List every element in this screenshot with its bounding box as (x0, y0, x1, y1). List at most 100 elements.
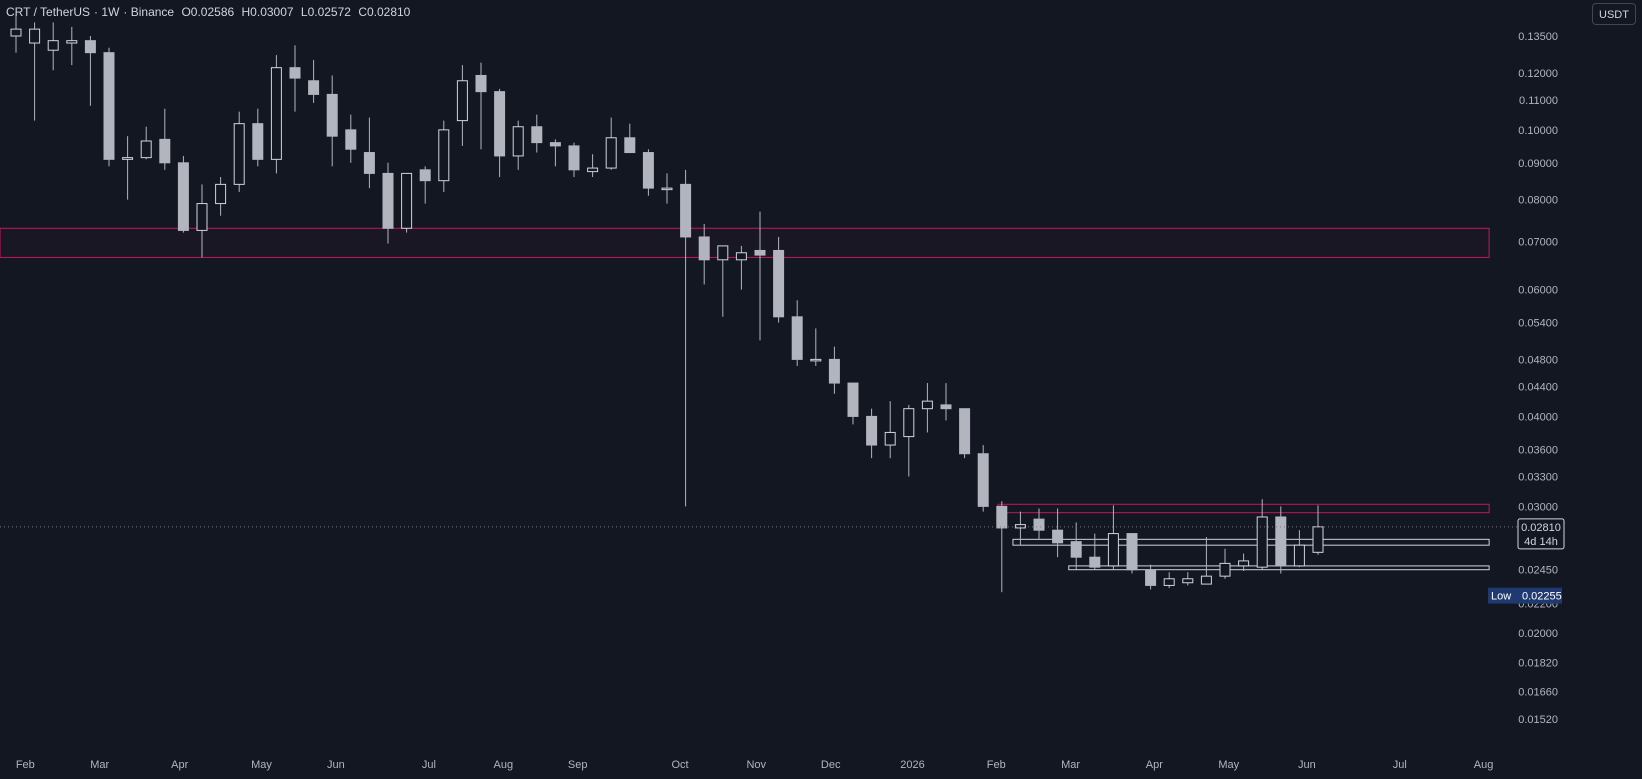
candle (103, 47, 115, 167)
candle (512, 120, 524, 170)
time-tick-label: Mar (1061, 759, 1080, 771)
candle (122, 136, 134, 200)
price-tick-label: 0.06000 (1518, 285, 1558, 297)
price-tick-label: 0.11000 (1519, 95, 1558, 107)
candle (1219, 548, 1231, 579)
zone-2 (1012, 538, 1490, 546)
price-tick-label: 0.04000 (1518, 411, 1558, 423)
candle (177, 155, 189, 233)
candle (940, 383, 952, 421)
candle (1182, 572, 1194, 586)
time-tick-label: Feb (987, 759, 1006, 771)
candle (159, 108, 171, 170)
time-tick-label: 2026 (900, 759, 924, 771)
price-tick-label: 0.13500 (1518, 31, 1558, 43)
candle (252, 108, 264, 167)
time-axis[interactable]: Feb Mar Apr May Jun Jul Aug Sep Oct Nov Dec 2026 Feb… (16, 759, 1494, 771)
candle (791, 300, 803, 366)
price-axis[interactable]: 0.13500 0.12000 0.11000 0.10000 0.09000 0.080… (1518, 31, 1558, 726)
legend-symbol: CRT / TetherUS (6, 5, 91, 19)
candle (1293, 530, 1305, 568)
candle (196, 184, 208, 258)
price-tick-label: 0.12000 (1518, 68, 1558, 80)
price-tick-label: 0.04800 (1518, 354, 1558, 366)
candle (1107, 505, 1119, 570)
time-tick-label: Apr (1146, 759, 1163, 771)
candle (363, 117, 375, 189)
legend-open: O0.02586 (181, 5, 235, 19)
candle (996, 501, 1008, 593)
candle (140, 126, 152, 160)
candle (456, 65, 468, 146)
price-tick-label: 0.01820 (1518, 658, 1558, 670)
symbol-legend[interactable]: CRT / TetherUS · 1W · Binance O0.02586 H0.… (6, 5, 411, 19)
candle (345, 114, 357, 163)
candle (810, 328, 822, 366)
legend-low: L0.02572 (300, 5, 351, 19)
candle (215, 177, 227, 216)
legend-close: C0.02810 (358, 5, 411, 19)
low-label: Low (1491, 591, 1511, 603)
time-tick-label: Apr (171, 759, 188, 771)
low-value: 0.02255 (1522, 591, 1562, 603)
candle (717, 245, 729, 317)
candle (494, 88, 506, 178)
candle (773, 236, 785, 323)
candle (1275, 506, 1287, 574)
candles-layer (10, 13, 1324, 593)
candle (680, 169, 692, 507)
candle (624, 123, 636, 154)
candle (438, 120, 450, 192)
price-tick-label: 0.07000 (1518, 236, 1558, 248)
candle (29, 22, 41, 121)
currency-button[interactable]: USDT (1592, 3, 1636, 25)
time-tick-label: Feb (16, 759, 35, 771)
bar-countdown: 4d 14h (1524, 536, 1558, 548)
legend-exchange: Binance (130, 5, 175, 19)
candle (754, 211, 766, 341)
time-tick-label: Dec (821, 759, 841, 771)
candle (531, 114, 543, 153)
time-tick-label: Mar (90, 759, 109, 771)
candle (587, 154, 599, 178)
price-tick-label: 0.09000 (1518, 158, 1558, 170)
candle (1200, 537, 1212, 585)
candle (1256, 499, 1268, 570)
time-tick-label: Jul (1393, 759, 1407, 771)
candle (1312, 505, 1324, 555)
time-tick-label: Jun (1298, 759, 1316, 771)
candle (1126, 533, 1138, 574)
time-tick-label: May (251, 759, 272, 771)
candle (847, 382, 859, 425)
candle (270, 55, 282, 174)
candle (326, 75, 338, 167)
candle (866, 408, 878, 459)
candle (47, 22, 59, 71)
price-tick-label: 0.08000 (1518, 195, 1558, 207)
candle (419, 166, 431, 204)
candle (382, 162, 394, 244)
time-tick-label: Jun (327, 759, 345, 771)
candle (66, 26, 78, 66)
price-tick-label: 0.05400 (1518, 318, 1558, 330)
candle (308, 60, 320, 103)
current-price-tag: 0.02810 4d 14h (1517, 518, 1565, 550)
price-tick-label: 0.02000 (1518, 628, 1558, 640)
time-tick-label: Nov (746, 759, 766, 771)
candle (884, 401, 896, 459)
price-tick-label: 0.03000 (1518, 501, 1558, 513)
time-tick-label: Aug (494, 759, 514, 771)
candle (289, 45, 301, 112)
candle (475, 62, 487, 150)
candle (903, 404, 915, 477)
price-tick-label: 0.01660 (1518, 686, 1558, 698)
time-tick-label: Sep (568, 759, 588, 771)
candle (1145, 564, 1157, 590)
candle (977, 445, 989, 512)
candle (549, 139, 561, 167)
candle (10, 13, 22, 53)
legend-interval: 1W (101, 5, 120, 19)
candle (568, 142, 580, 178)
